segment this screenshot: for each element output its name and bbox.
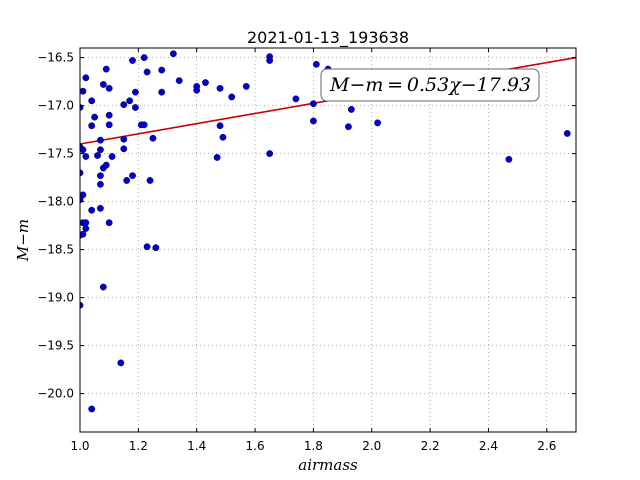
data-point — [102, 65, 110, 73]
data-point — [374, 119, 381, 127]
data-point — [213, 154, 221, 161]
x-tick-label: 1.8 — [304, 439, 323, 453]
data-point — [105, 219, 113, 227]
data-point — [140, 54, 148, 61]
x-tick-label: 1.0 — [70, 439, 89, 453]
x-tick-label: 2.2 — [421, 439, 440, 453]
data-point — [97, 172, 104, 180]
y-tick-label: −20.0 — [37, 387, 74, 401]
data-point — [97, 204, 104, 212]
data-point — [82, 219, 90, 227]
y-tick-label: −17.0 — [37, 99, 74, 113]
data-point — [158, 88, 166, 96]
y-tick-label: −18.5 — [37, 243, 74, 257]
y-tick-label: −18.0 — [37, 195, 74, 209]
data-point — [505, 155, 513, 163]
grid-lines — [79, 48, 576, 432]
chart-title: 2021-01-13_193638 — [247, 28, 409, 48]
data-point — [123, 177, 131, 184]
data-point — [94, 152, 101, 159]
data-point — [97, 146, 104, 154]
data-point — [310, 100, 317, 108]
data-point — [266, 150, 274, 158]
data-point — [266, 53, 274, 61]
data-point — [216, 122, 224, 130]
data-point — [158, 66, 166, 74]
data-point — [88, 97, 96, 105]
data-point — [132, 88, 139, 96]
data-point — [563, 130, 571, 137]
x-tick-label: 1.4 — [187, 439, 206, 453]
data-point — [117, 359, 125, 367]
data-point — [120, 145, 128, 153]
data-point — [80, 146, 87, 154]
data-point — [242, 83, 250, 90]
data-point — [99, 283, 107, 291]
data-point — [88, 405, 96, 413]
x-axis-label: airmass — [298, 456, 358, 474]
data-point — [120, 135, 128, 143]
data-point — [175, 77, 183, 85]
data-point — [129, 57, 136, 64]
data-point — [105, 84, 113, 92]
x-tick-label: 1.2 — [129, 439, 148, 453]
data-point — [129, 172, 136, 180]
data-point — [228, 93, 236, 101]
data-point — [347, 106, 355, 113]
data-point — [88, 122, 96, 130]
fit-annotation-box — [320, 68, 540, 102]
data-point — [102, 161, 110, 169]
data-point — [105, 121, 113, 129]
data-point — [143, 243, 151, 251]
fit-annotation: M−m = 0.53χ−17.93 — [320, 68, 540, 102]
data-points — [80, 50, 571, 413]
axis-ticks: 1.0 1.2 1.4 1.6 1.8 2.0 2.2 2.4 2.6 −16.5 −17.0 −17… — [37, 48, 576, 453]
y-tick-label: −19.5 — [37, 339, 74, 353]
data-point — [82, 153, 90, 160]
data-point — [91, 113, 98, 121]
data-point — [108, 153, 116, 160]
data-point — [169, 50, 177, 58]
data-point — [126, 97, 134, 105]
data-point — [132, 104, 139, 111]
data-point — [143, 68, 151, 76]
data-point — [97, 180, 104, 188]
y-tick-label: −17.5 — [37, 147, 74, 161]
data-point — [88, 206, 96, 214]
data-point — [99, 81, 107, 88]
data-point — [312, 60, 320, 68]
data-point — [193, 86, 201, 94]
data-point — [80, 87, 87, 95]
data-point — [345, 123, 352, 131]
y-tick-label: −19.0 — [37, 291, 74, 305]
x-tick-label: 2.4 — [479, 439, 498, 453]
data-point — [82, 225, 90, 232]
plot-area-frame — [79, 47, 577, 433]
data-point — [97, 136, 104, 144]
data-point — [146, 177, 154, 184]
x-tick-label: 2.6 — [537, 439, 556, 453]
data-point — [80, 191, 87, 199]
data-point — [149, 134, 157, 142]
data-point — [202, 79, 209, 86]
data-point — [310, 117, 317, 125]
x-tick-label: 2.0 — [362, 439, 381, 453]
y-tick-label: −16.5 — [37, 51, 74, 65]
data-point — [120, 101, 128, 109]
data-point — [80, 230, 87, 238]
data-point — [105, 111, 113, 119]
fit-annotation-text: M−m = 0.53χ−17.93 — [329, 74, 531, 96]
x-tick-label: 1.6 — [246, 439, 265, 453]
y-axis-label: M−m — [14, 219, 32, 262]
data-point — [140, 121, 148, 129]
data-point — [216, 84, 224, 92]
data-point — [219, 133, 227, 141]
data-point — [82, 74, 90, 82]
data-point — [292, 95, 300, 103]
data-point — [152, 244, 160, 252]
